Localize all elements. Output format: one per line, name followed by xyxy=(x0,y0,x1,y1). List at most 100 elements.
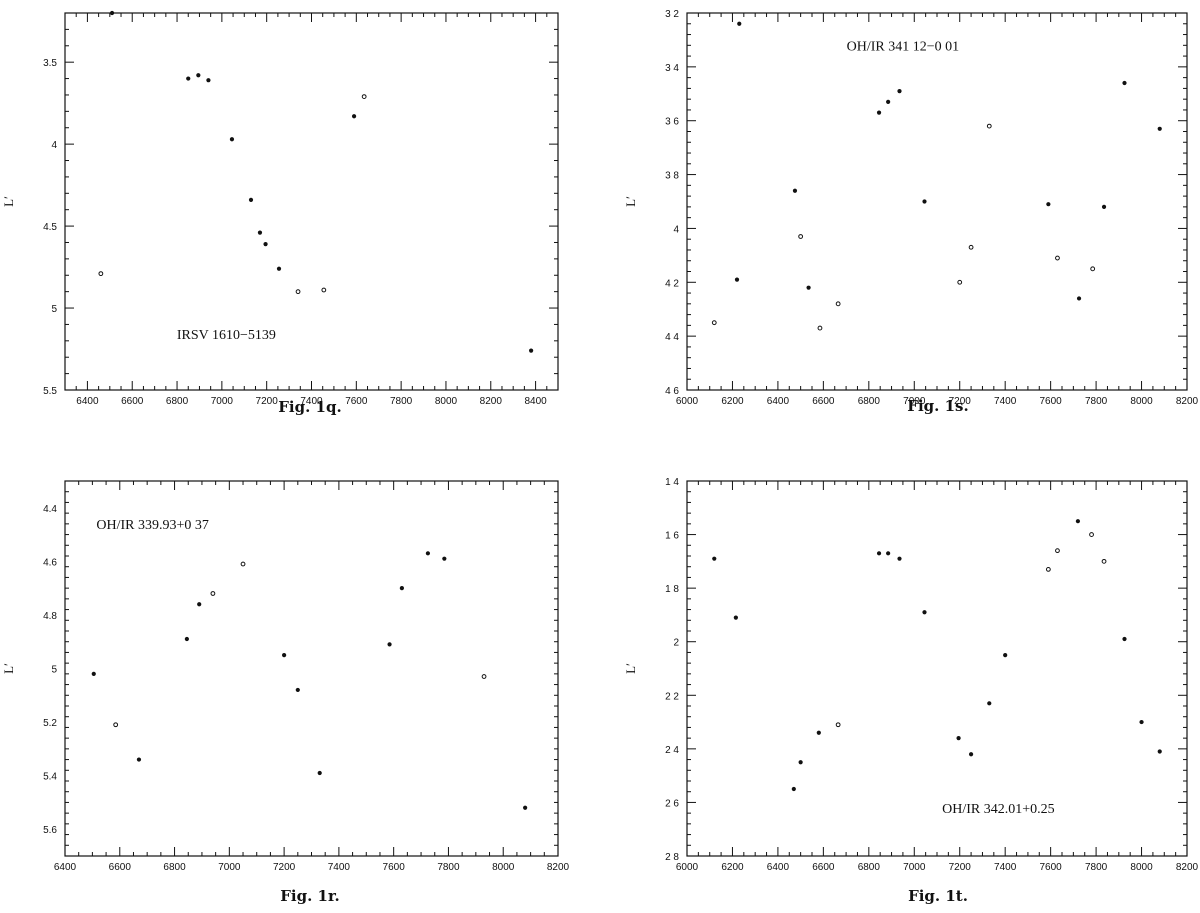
y-tick-label: 4.5 xyxy=(43,222,57,233)
data-point-filled xyxy=(922,610,927,615)
x-tick-label: 6800 xyxy=(858,862,881,873)
data-point-open xyxy=(295,289,301,295)
data-point-filled xyxy=(886,551,891,556)
x-tick-label: 6400 xyxy=(767,862,790,873)
data-point-filled xyxy=(276,266,282,271)
figure-caption-1t: Fig. 1t. xyxy=(908,887,968,905)
data-point-open xyxy=(1055,255,1060,261)
x-tick-label: 7600 xyxy=(383,862,406,873)
chart-r: 6400 6600 6800 7000 7200 7400 7600 7800 8000 8200… xyxy=(1,480,570,873)
chart-title: IRSV 1610−5139 xyxy=(177,328,276,343)
data-point-filled xyxy=(351,114,357,119)
x-tick-label: 7600 xyxy=(1040,396,1063,407)
y-tick-label: 4.6 xyxy=(43,557,57,568)
data-point-filled xyxy=(922,199,927,204)
data-point-filled xyxy=(523,805,528,810)
y-tick-label: 1 6 xyxy=(665,531,679,542)
data-point-filled xyxy=(317,770,322,776)
x-tick-label: 8000 xyxy=(492,862,515,873)
x-tick-label: 7800 xyxy=(437,862,460,873)
y-tick-label: 3.5 xyxy=(43,58,57,69)
x-tick-label: 7400 xyxy=(328,862,351,873)
data-point-open xyxy=(1045,566,1051,572)
x-tick-label: 7000 xyxy=(211,396,234,407)
y-tick-label: 3 6 xyxy=(665,117,679,128)
y-tick-label: 2 2 xyxy=(665,691,679,702)
plot-frame xyxy=(686,12,1188,391)
data-point-filled xyxy=(897,88,902,94)
y-tick-label: 5.5 xyxy=(43,386,57,397)
data-point-filled xyxy=(295,687,300,693)
y-tick-label: 3 2 xyxy=(665,9,679,20)
data-point-open xyxy=(210,591,216,596)
data-point-filled xyxy=(197,602,202,607)
figure-caption-1q: Fig. 1q. xyxy=(278,398,342,416)
y-tick-label: 3 8 xyxy=(665,171,679,182)
chart-title: OH/IR 339.93+0 37 xyxy=(96,518,209,533)
data-point-filled xyxy=(737,21,742,26)
data-point-filled xyxy=(1122,636,1127,642)
data-point-filled xyxy=(186,76,191,81)
data-point-filled xyxy=(196,73,201,78)
chart-title: OH/IR 342.01+0.25 xyxy=(942,802,1055,817)
x-tick-label: 6600 xyxy=(109,862,132,873)
data-point-filled xyxy=(712,556,717,561)
y-tick-label: 2 xyxy=(673,638,679,649)
y-tick-label: 5.4 xyxy=(43,772,57,783)
data-point-filled xyxy=(387,642,392,647)
data-point-filled xyxy=(1122,80,1127,86)
data-point-open xyxy=(968,244,974,250)
data-point-filled xyxy=(229,137,235,142)
y-tick-label: 2 6 xyxy=(665,798,679,809)
data-point-filled xyxy=(956,736,961,741)
x-tick-label: 7200 xyxy=(949,396,972,407)
y-tick-label: 4 xyxy=(673,224,679,235)
x-tick-label: 7200 xyxy=(949,862,972,873)
data-point-open xyxy=(1090,266,1096,272)
data-point-open xyxy=(113,722,119,728)
data-point-open xyxy=(240,561,246,567)
x-tick-label: 8200 xyxy=(1176,396,1199,407)
y-tick-label: 1 8 xyxy=(665,584,679,595)
data-point-filled xyxy=(968,752,974,757)
data-point-filled xyxy=(792,188,798,193)
x-tick-label: 7200 xyxy=(273,862,296,873)
data-point-filled xyxy=(282,653,287,658)
y-tick-label: 4.8 xyxy=(43,611,57,622)
x-tick-label: 6200 xyxy=(721,862,744,873)
y-tick-label: 5.2 xyxy=(43,718,57,729)
x-tick-label: 6600 xyxy=(812,862,835,873)
x-tick-label: 6400 xyxy=(76,396,99,407)
x-tick-label: 8200 xyxy=(547,862,570,873)
data-point-open xyxy=(835,722,841,728)
y-tick-label: 4 6 xyxy=(665,386,679,397)
plot-frame xyxy=(64,480,559,857)
x-tick-label: 7400 xyxy=(994,396,1017,407)
y-tick-label: 4.4 xyxy=(43,504,57,515)
data-point-filled xyxy=(184,636,189,642)
y-tick-label: 1 4 xyxy=(665,477,679,488)
x-tick-label: 6600 xyxy=(812,396,835,407)
chart-q: 6400 6600 6800 7000 7200 7400 7600 7800 8000 8200… xyxy=(1,10,559,407)
data-point-open xyxy=(711,320,717,326)
y-tick-label: 5 xyxy=(51,665,57,676)
data-point-filled xyxy=(206,78,211,83)
x-tick-label: 6800 xyxy=(858,396,881,407)
x-tick-label: 6000 xyxy=(676,396,699,407)
x-tick-label: 8200 xyxy=(1176,862,1199,873)
x-tick-label: 7000 xyxy=(903,396,926,407)
data-point-filled xyxy=(886,99,891,104)
data-point-filled xyxy=(1046,202,1051,207)
x-tick-label: 7800 xyxy=(390,396,413,407)
y-axis-label: L′ xyxy=(1,196,16,207)
data-point-filled xyxy=(1101,204,1107,209)
data-point-open xyxy=(98,271,104,277)
data-point-filled xyxy=(399,586,404,591)
data-point-open xyxy=(321,287,327,293)
data-point-filled xyxy=(91,671,96,676)
data-point-filled xyxy=(791,786,796,792)
data-point-filled xyxy=(1139,719,1144,725)
data-point-open xyxy=(1101,558,1107,564)
figure-caption-1s: Fig. 1s. xyxy=(907,397,969,415)
